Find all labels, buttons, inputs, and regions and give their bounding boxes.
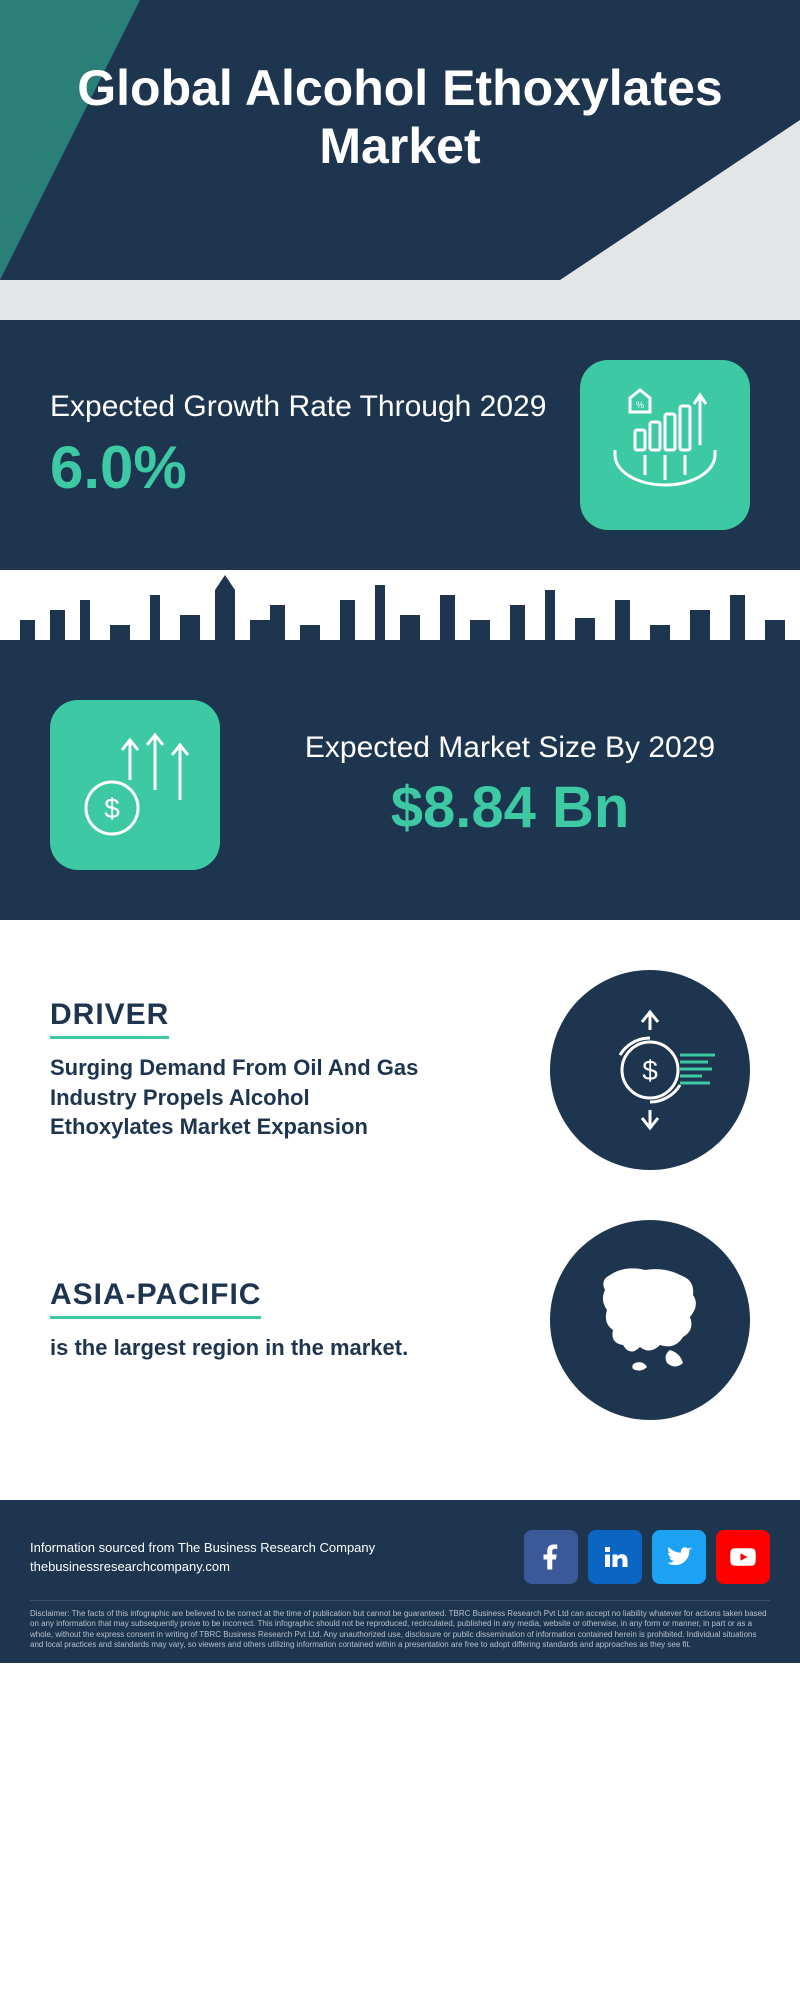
facebook-icon[interactable] [524,1530,578,1584]
social-icons [524,1530,770,1584]
svg-text:%: % [636,400,644,410]
region-text: is the largest region in the market. [50,1333,408,1363]
dollar-arrows-icon: $ [50,700,220,870]
info-section: DRIVER Surging Demand From Oil And Gas I… [0,920,800,1500]
source-line-2: thebusinessresearchcompany.com [30,1557,375,1577]
region-row: ASIA-PACIFIC is the largest region in th… [50,1220,750,1420]
driver-text: Surging Demand From Oil And Gas Industry… [50,1053,430,1142]
svg-text:$: $ [642,1055,658,1086]
source-text: Information sourced from The Business Re… [30,1538,375,1577]
driver-row: DRIVER Surging Demand From Oil And Gas I… [50,970,750,1170]
twitter-icon[interactable] [652,1530,706,1584]
disclaimer-text: Disclaimer: The facts of this infographi… [30,1600,770,1651]
city-skyline [0,570,800,690]
dollar-cycle-icon: $ [550,970,750,1170]
size-label: Expected Market Size By 2029 [270,729,750,767]
growth-value: 6.0% [50,433,546,502]
page-title: Global Alcohol Ethoxylates Market [0,0,800,175]
growth-rate-panel: Expected Growth Rate Through 2029 6.0% % [0,320,800,570]
size-value: $8.84 Bn [270,774,750,841]
growth-label: Expected Growth Rate Through 2029 [50,388,546,426]
header-gap [0,280,800,320]
driver-heading: DRIVER [50,998,169,1039]
footer: Information sourced from The Business Re… [0,1500,800,1663]
svg-text:$: $ [104,793,120,824]
growth-globe-icon: % [580,360,750,530]
market-size-panel: $ Expected Market Size By 2029 $8.84 Bn [0,690,800,920]
asia-map-icon [550,1220,750,1420]
source-line-1: Information sourced from The Business Re… [30,1538,375,1558]
linkedin-icon[interactable] [588,1530,642,1584]
region-heading: ASIA-PACIFIC [50,1278,261,1319]
header-banner: Global Alcohol Ethoxylates Market [0,0,800,280]
youtube-icon[interactable] [716,1530,770,1584]
